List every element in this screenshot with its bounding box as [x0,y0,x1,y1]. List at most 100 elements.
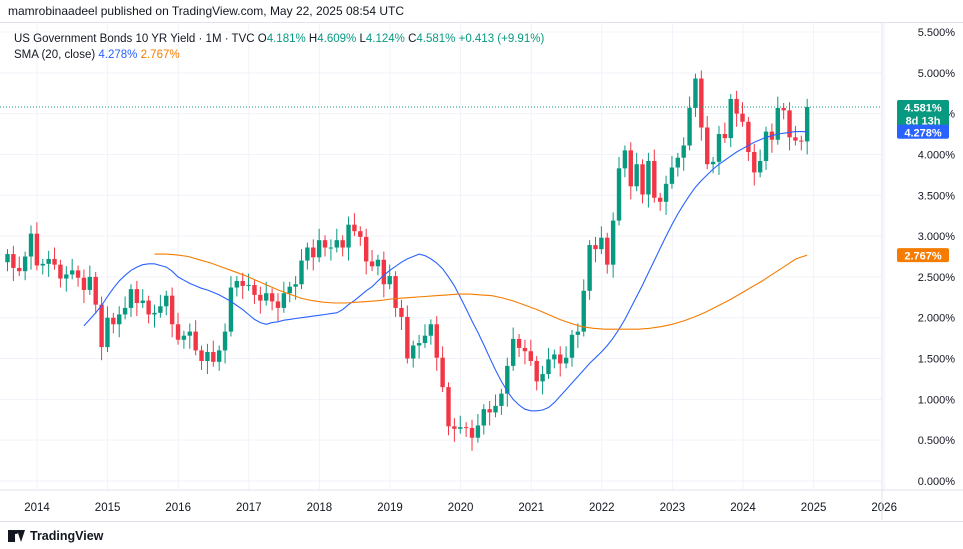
x-tick-label: 2017 [236,502,262,514]
tradingview-logo-icon [8,530,26,542]
candle-body [46,258,51,264]
candle-body [510,338,516,366]
candle-body [358,231,363,237]
open-label: O [257,33,267,45]
sma-label[interactable]: SMA (20, close) [14,49,96,61]
candle-body [134,289,140,304]
candle-body [234,280,240,288]
x-tick-label: 2018 [307,502,333,514]
candle-body [164,295,169,307]
x-tick-label: 2024 [730,502,756,514]
high-label: H [308,33,318,45]
chart-frame [0,22,963,522]
candle-body [199,350,204,361]
candle-body [340,240,345,248]
candle-body [587,245,592,291]
candle-body [17,267,22,272]
candle-body [722,134,728,139]
candle-body [169,295,175,325]
candle-body [399,307,404,317]
candle-body [599,237,604,250]
candle-body [287,286,292,294]
candle-body [11,254,16,268]
x-tick-label: 2021 [518,502,544,514]
candle-body [493,405,498,413]
y-tick-label: 1.000% [918,394,956,406]
candle-body [117,314,122,325]
candle-body [546,359,551,375]
low-label: L [359,33,366,45]
candle-body [252,285,257,295]
candle-body [634,164,639,187]
candle-body [346,224,351,248]
sma-legend-row: SMA (20, close) 4.278% 2.767% [14,47,544,63]
candle-body [128,289,134,308]
candle-body [175,324,181,340]
candle-body [281,293,287,308]
candle-body [628,150,633,187]
x-tick-label: 2020 [448,502,474,514]
candle-body [381,259,387,285]
candle-body [422,335,428,344]
last-price-badge [897,100,949,129]
candle-body [569,334,575,358]
candle-body [99,304,104,348]
close-value: 4.581% [416,33,456,45]
candle-body [475,425,481,438]
footer-brand: TradingView [8,529,103,543]
candle-body [434,324,439,358]
candle-body [675,157,681,168]
candle-body [75,270,81,278]
candle-body [299,260,304,285]
candle-body [363,236,369,262]
y-tick-label: 3.000% [918,231,956,243]
candle-body [52,258,57,265]
candle-body [405,316,410,359]
candle-body [740,113,745,122]
candle-body [499,393,504,406]
candle-body [40,263,45,266]
sma20-value: 4.278% [98,49,138,61]
candle-body [181,335,187,340]
candle-body [375,259,381,267]
candle-body [311,247,316,258]
candle-body [328,247,334,249]
candle-body [716,134,722,162]
symbol-title[interactable]: US Government Bonds 10 YR Yield · 1M · T… [14,33,255,45]
candle-body [610,220,616,265]
high-value: 4.609% [317,33,357,45]
candle-body [187,331,192,336]
candle-body [158,306,163,313]
candle-body [781,107,786,111]
candle-body [334,240,339,248]
x-tick-label: 2019 [377,502,403,514]
candle-body [122,307,128,315]
low-value: 4.124% [365,33,405,45]
candle-body [552,354,557,360]
candle-body [804,107,810,142]
candle-body [216,350,222,362]
x-tick-label: 2022 [589,502,615,514]
tradingview-brand-name: TradingView [30,529,104,543]
candle-body [657,197,663,202]
candle-body [316,240,322,258]
candle-body [28,233,34,257]
sma20-badge [897,124,949,139]
candle-body [757,160,763,173]
candle-body [81,277,87,290]
candle-body [275,301,281,308]
candle-body [487,409,492,413]
candle-body [152,312,157,315]
candle-body [734,98,739,114]
candle-body [64,274,69,279]
candle-body [411,345,416,359]
candle-body [146,300,151,315]
candle-body [416,343,422,346]
candle-body [646,160,651,195]
candle-body [581,290,586,332]
publisher-header: mamrobinaadeel published on TradingView.… [8,4,404,18]
candle-body [787,110,792,138]
candle-body [616,168,622,221]
candle-body [322,240,328,248]
